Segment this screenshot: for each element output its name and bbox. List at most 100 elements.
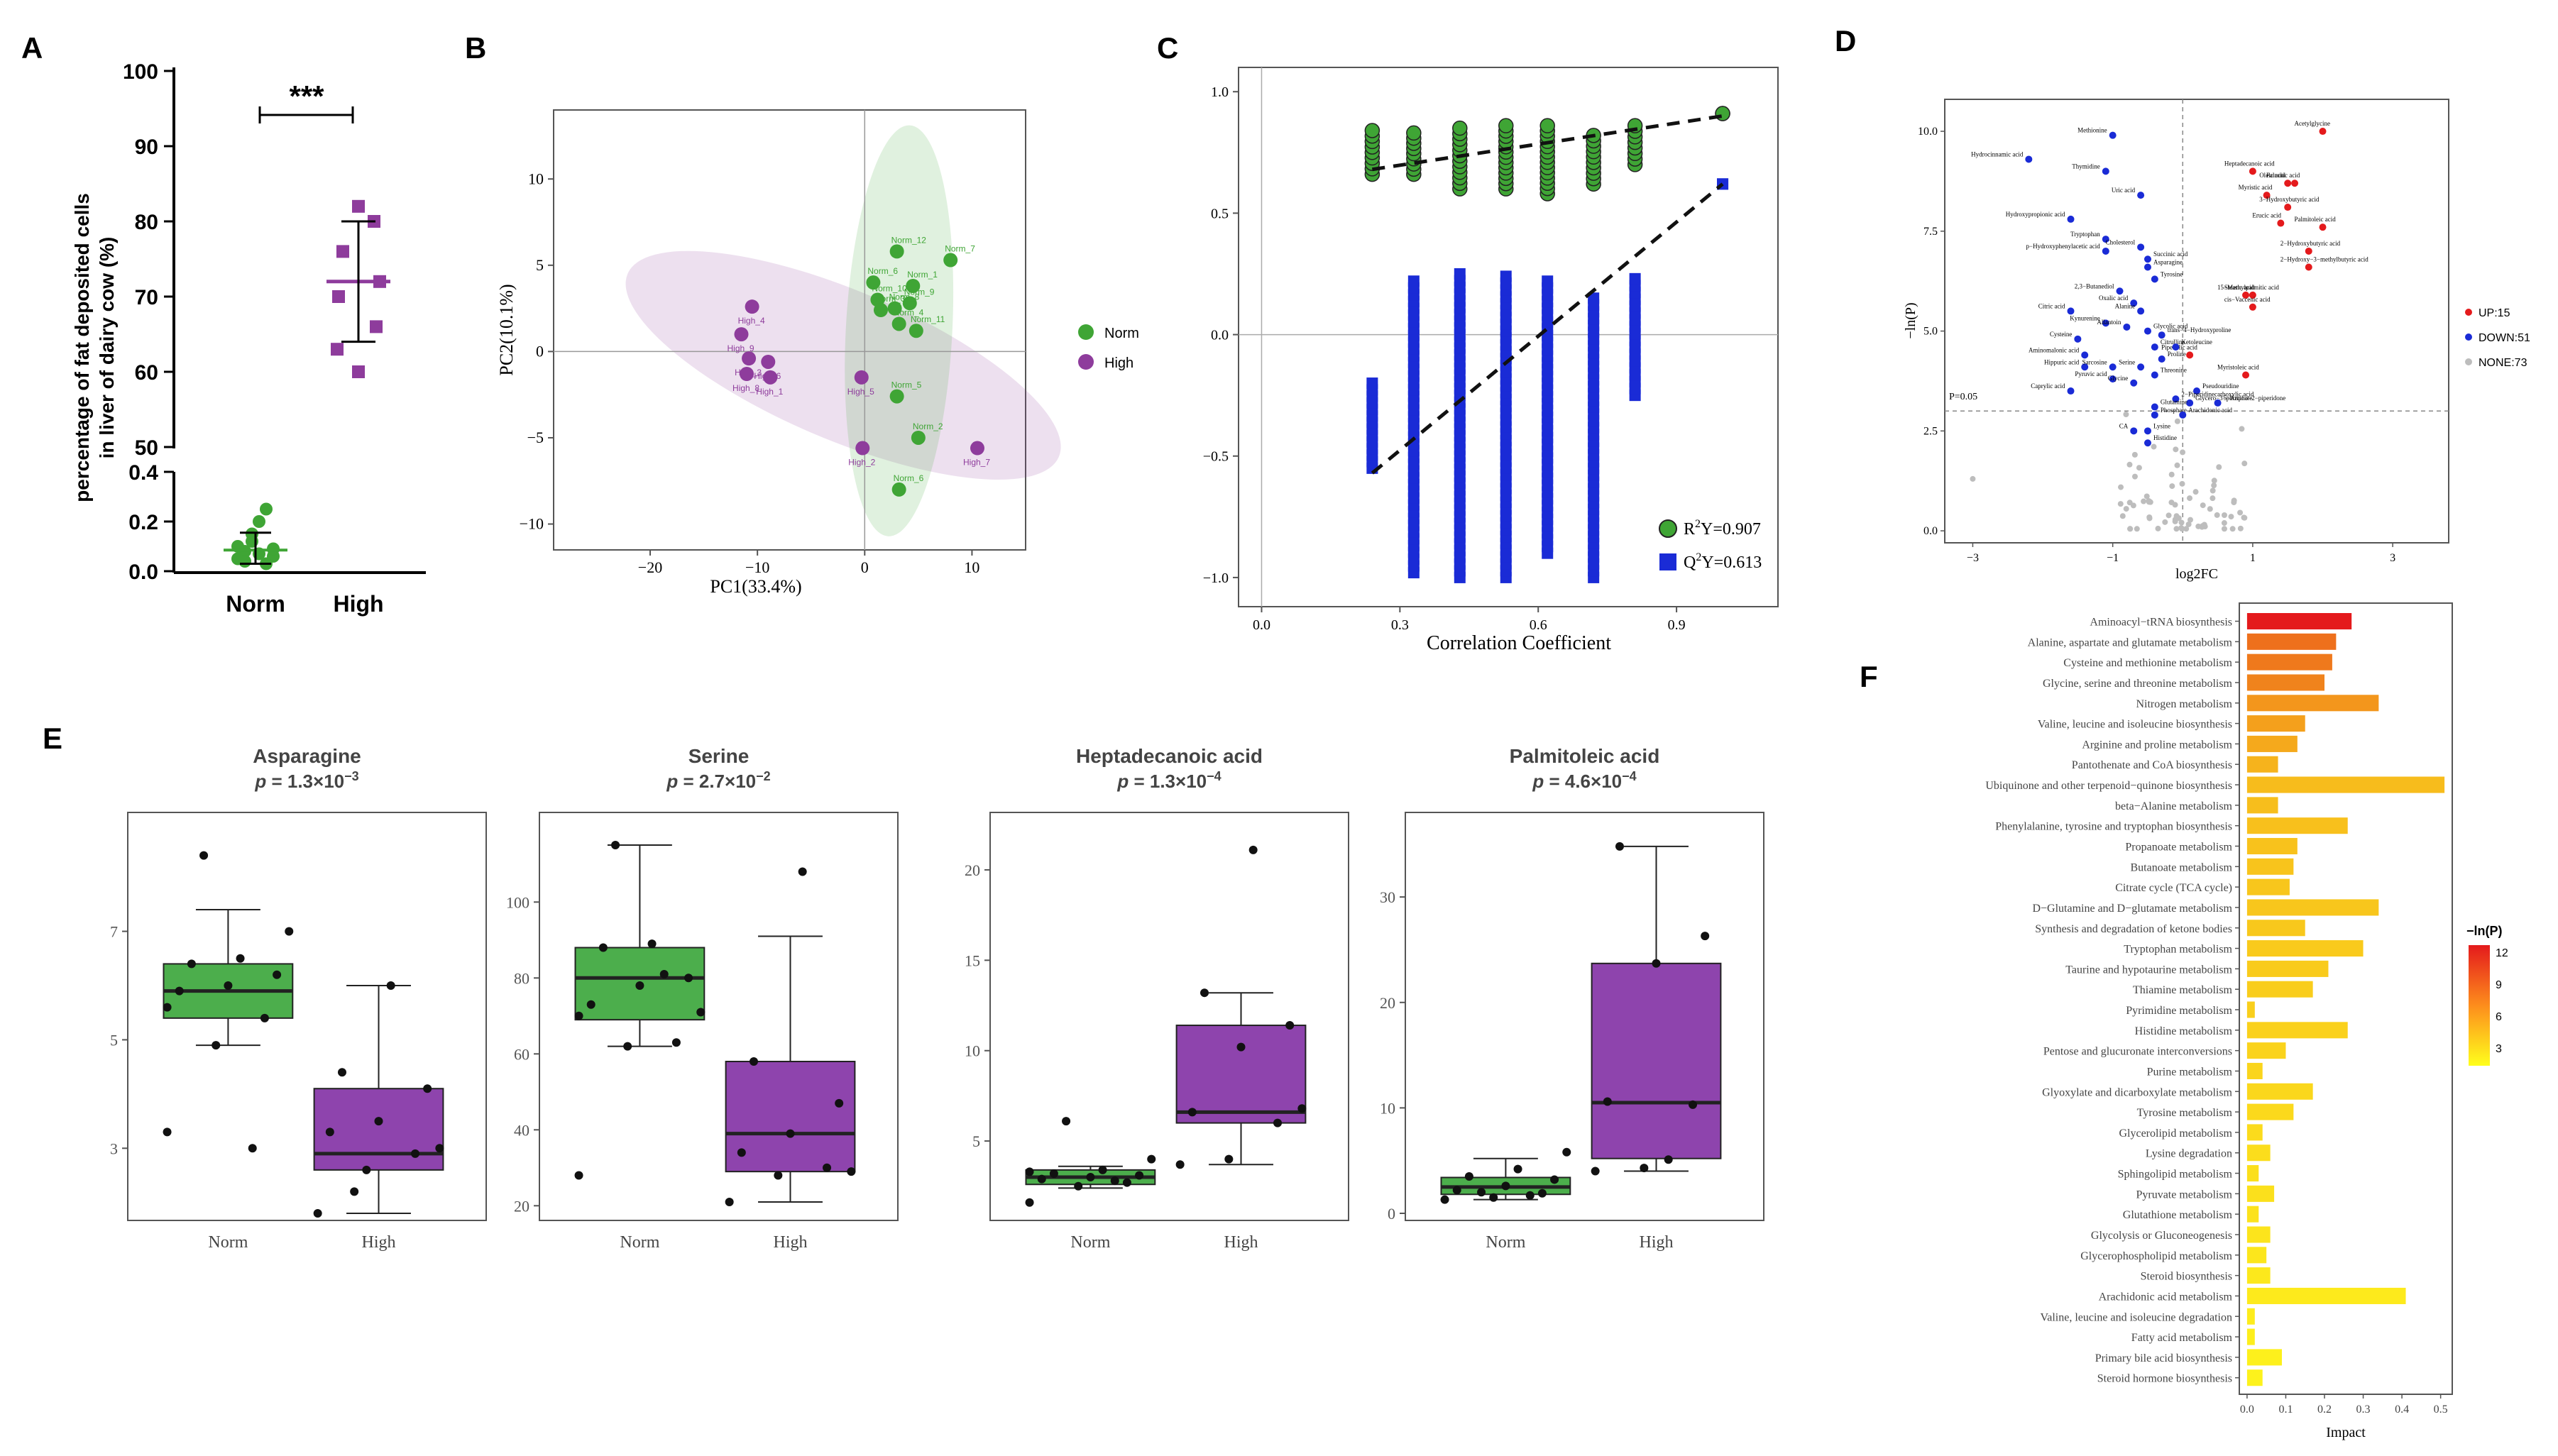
panel-c-q2-point <box>1500 270 1512 282</box>
panel-e-point <box>236 954 245 963</box>
panel-f-xtick: 0.2 <box>2317 1403 2332 1416</box>
panel-c-xtick: 0.3 <box>1391 617 1409 633</box>
panel-d-up-point <box>2319 128 2327 136</box>
panel-f-pathway-label: Fatty acid metabolism <box>2131 1332 2233 1344</box>
panel-b-norm-point <box>891 482 906 497</box>
panel-d-none-point <box>2174 418 2180 424</box>
panel-d-down-point <box>2137 363 2145 371</box>
panel-d-down-label: Allantoin <box>2097 319 2121 326</box>
panel-b-norm-point <box>866 275 881 290</box>
panel-d-up-label: Palmitoleic acid <box>2295 216 2337 223</box>
panel-d-none-point <box>2179 480 2185 487</box>
panel-d-none-point <box>2195 523 2202 529</box>
panel-d-down-label: Oxalic acid <box>2099 294 2129 302</box>
panel-e-point <box>737 1148 746 1157</box>
panel-e-point <box>260 1013 269 1022</box>
panel-c-xtick: 0.6 <box>1530 617 1547 633</box>
panel-d-none-point <box>2123 411 2129 417</box>
panel-d-none-point <box>2185 521 2192 527</box>
panel-a: percentage of fat deposited cells in liv… <box>71 79 384 617</box>
panel-e-point <box>786 1129 795 1138</box>
panel-d-none-point <box>2183 526 2190 532</box>
panel-a-ytick: 0.0 <box>128 561 158 584</box>
panel-f-pathway-label: Tryptophan metabolism <box>2124 944 2232 956</box>
panel-f-bar <box>2246 776 2445 793</box>
panel-d-none-point <box>2175 515 2182 522</box>
panel-e-point <box>1187 1108 1197 1117</box>
panel-d-down-point <box>2158 331 2165 339</box>
panel-f-pathway-label: Arachidonic acid metabolism <box>2099 1291 2233 1303</box>
panel-f-pathway-label: Arginine and proline metabolism <box>2082 739 2232 751</box>
panel-e-point <box>1049 1169 1058 1178</box>
panel-f-bar <box>2246 653 2332 671</box>
panel-f-pathway-label: beta−Alanine metabolism <box>2115 800 2233 812</box>
panel-e-ytick: 80 <box>514 969 529 987</box>
panel-e-title: Palmitoleic acid <box>1510 745 1660 767</box>
panel-d-down-label: Asparagine <box>2153 258 2183 265</box>
panel-f-bar <box>2246 674 2324 691</box>
panel-f-pathway-label: Steroid hormone biosynthesis <box>2097 1373 2232 1385</box>
panel-b-norm-label: Norm_12 <box>891 235 927 245</box>
panel-d-down-label: Phosphate <box>2161 407 2187 414</box>
panel-f-bar <box>2246 1103 2294 1120</box>
panel-e-point <box>1440 1195 1449 1204</box>
panel-d-down-label: Glycero−3−phosphate <box>2195 395 2252 402</box>
panel-f-bar <box>2246 878 2290 895</box>
panel-e-point <box>199 851 209 860</box>
panel-d-up-label: cis−Vaccenic acid <box>2224 296 2271 303</box>
panel-f-pathway-label: Sphingolipid metabolism <box>2118 1169 2233 1181</box>
panel-a-high-point <box>332 290 345 303</box>
panel-e-ytick: 30 <box>1380 888 1395 906</box>
panel-f-pathway-label: Alanine, aspartate and glutamate metabol… <box>2028 636 2233 649</box>
panel-b-norm-point <box>891 316 906 331</box>
panel-d-none-point <box>2216 464 2222 470</box>
panel-f-pathway-label: Lysine degradation <box>2146 1148 2232 1160</box>
panel-b-ytick: 5 <box>536 256 544 274</box>
panel-e-point <box>823 1163 832 1172</box>
panel-d-down-point <box>2179 411 2187 419</box>
panel-e-xcat: High <box>362 1233 396 1252</box>
panel-e-point <box>163 1127 172 1137</box>
panel-d-down-label: Tryptophan <box>2070 231 2100 238</box>
panel-e-point <box>313 1209 322 1218</box>
panel-d-legend-down: DOWN:51 <box>2479 332 2530 344</box>
panel-f-legend-tick: 12 <box>2496 947 2508 959</box>
panel-e-point <box>386 981 395 990</box>
panel-e-point <box>847 1167 856 1176</box>
panel-e-title: Asparagine <box>253 745 361 767</box>
panel-b-ytick: 0 <box>536 342 544 360</box>
panel-b-norm-label: Norm_9 <box>904 287 935 297</box>
panel-d-up-label: Oleic acid <box>2259 172 2285 179</box>
panel-f-pathway-label: Pentose and glucuronate interconversions <box>2043 1046 2232 1058</box>
panel-f-legend-title: −ln(P) <box>2466 924 2503 938</box>
panel-a-high-point <box>336 245 349 258</box>
panel-b-xtick: 10 <box>964 558 979 576</box>
panel-d-legend-up: UP:15 <box>2479 307 2510 319</box>
panel-f-xtick: 0.5 <box>2434 1403 2448 1416</box>
panel-b-norm-label: Norm_2 <box>913 421 943 431</box>
panel-e-point <box>1098 1165 1107 1174</box>
panel-b-norm-point <box>873 303 888 318</box>
panel-d-none-point <box>2134 526 2140 532</box>
panel-f-pathway-label: Glyoxylate and dicarboxylate metabolism <box>2042 1086 2232 1098</box>
panel-e-xcat: Norm <box>620 1233 659 1252</box>
panel-f-pathway-label: Pyrimidine metabolism <box>2126 1005 2232 1017</box>
panel-e-title: Heptadecanoic acid <box>1076 745 1263 767</box>
panel-e-point <box>350 1187 359 1196</box>
panel-d-none-point <box>2168 471 2175 478</box>
panel-d-down-point <box>2151 275 2158 283</box>
panel-c-q2-point <box>1629 272 1641 285</box>
panel-f-pathway-label: Glutathione metabolism <box>2123 1209 2233 1221</box>
panel-label-b: B <box>465 31 486 65</box>
panel-f-bar <box>2246 1349 2282 1366</box>
panel-f-bar <box>2246 1247 2267 1264</box>
panel-e-ytick: 3 <box>110 1140 118 1157</box>
panel-c-q2-point <box>1366 377 1378 390</box>
panel-f-bar <box>2246 899 2379 916</box>
panel-e-point <box>1477 1188 1486 1197</box>
panel-d-none-point <box>2192 489 2199 495</box>
panel-e-ytick: 100 <box>506 893 529 911</box>
panel-f-xlabel: Impact <box>2326 1425 2366 1440</box>
panel-d-none-point <box>2143 493 2150 500</box>
panel-d-none-point <box>2210 495 2216 502</box>
